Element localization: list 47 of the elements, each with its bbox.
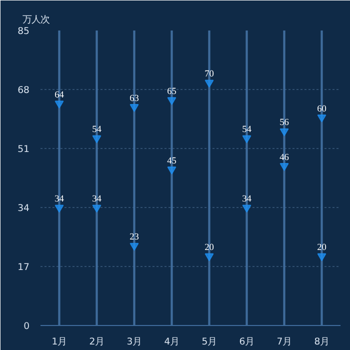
point bbox=[317, 253, 326, 262]
x-tick-label: 4月 bbox=[164, 336, 180, 348]
point bbox=[130, 242, 139, 251]
point bbox=[242, 135, 252, 144]
x-tick-label: 2月 bbox=[89, 336, 104, 348]
point bbox=[317, 114, 326, 122]
point bbox=[54, 100, 64, 108]
data-label: 63 bbox=[130, 94, 140, 104]
point bbox=[54, 204, 64, 213]
point bbox=[204, 80, 214, 88]
x-tick-label: 5月 bbox=[202, 336, 217, 348]
data-label: 65 bbox=[167, 86, 177, 97]
data-label: 46 bbox=[280, 152, 290, 163]
x-tick-label: 7月 bbox=[276, 336, 292, 348]
point bbox=[242, 204, 252, 213]
data-label: 54 bbox=[242, 125, 252, 136]
point bbox=[280, 128, 289, 136]
point bbox=[280, 163, 289, 171]
y-tick-label: 68 bbox=[18, 85, 30, 96]
x-tick-label: 8月 bbox=[314, 336, 330, 348]
data-label: 45 bbox=[167, 156, 177, 166]
point bbox=[167, 97, 176, 106]
data-label: 20 bbox=[204, 243, 214, 254]
point bbox=[92, 135, 102, 144]
y-tick-label: 51 bbox=[18, 144, 30, 155]
x-tick-label: 1月 bbox=[52, 336, 67, 348]
y-tick-label: 0 bbox=[24, 321, 30, 332]
point bbox=[167, 166, 176, 174]
point bbox=[130, 104, 139, 112]
y-tick-label: 34 bbox=[18, 203, 30, 214]
data-label: 34 bbox=[92, 194, 102, 204]
point bbox=[204, 253, 214, 262]
y-axis-title: 万人次 bbox=[22, 14, 50, 26]
data-label: 34 bbox=[54, 194, 64, 204]
y-tick-label: 17 bbox=[18, 262, 30, 273]
x-tick-label: 3月 bbox=[126, 336, 142, 348]
data-label: 20 bbox=[317, 243, 327, 254]
data-label: 34 bbox=[242, 194, 252, 204]
data-label: 64 bbox=[54, 90, 64, 100]
data-label: 60 bbox=[317, 104, 327, 114]
data-label: 56 bbox=[280, 118, 290, 128]
x-tick-label: 6月 bbox=[239, 336, 254, 348]
point bbox=[92, 204, 102, 213]
data-label: 54 bbox=[92, 125, 102, 136]
data-label: 23 bbox=[130, 232, 140, 243]
y-tick-label: 85 bbox=[18, 26, 30, 37]
data-label: 70 bbox=[204, 70, 214, 80]
